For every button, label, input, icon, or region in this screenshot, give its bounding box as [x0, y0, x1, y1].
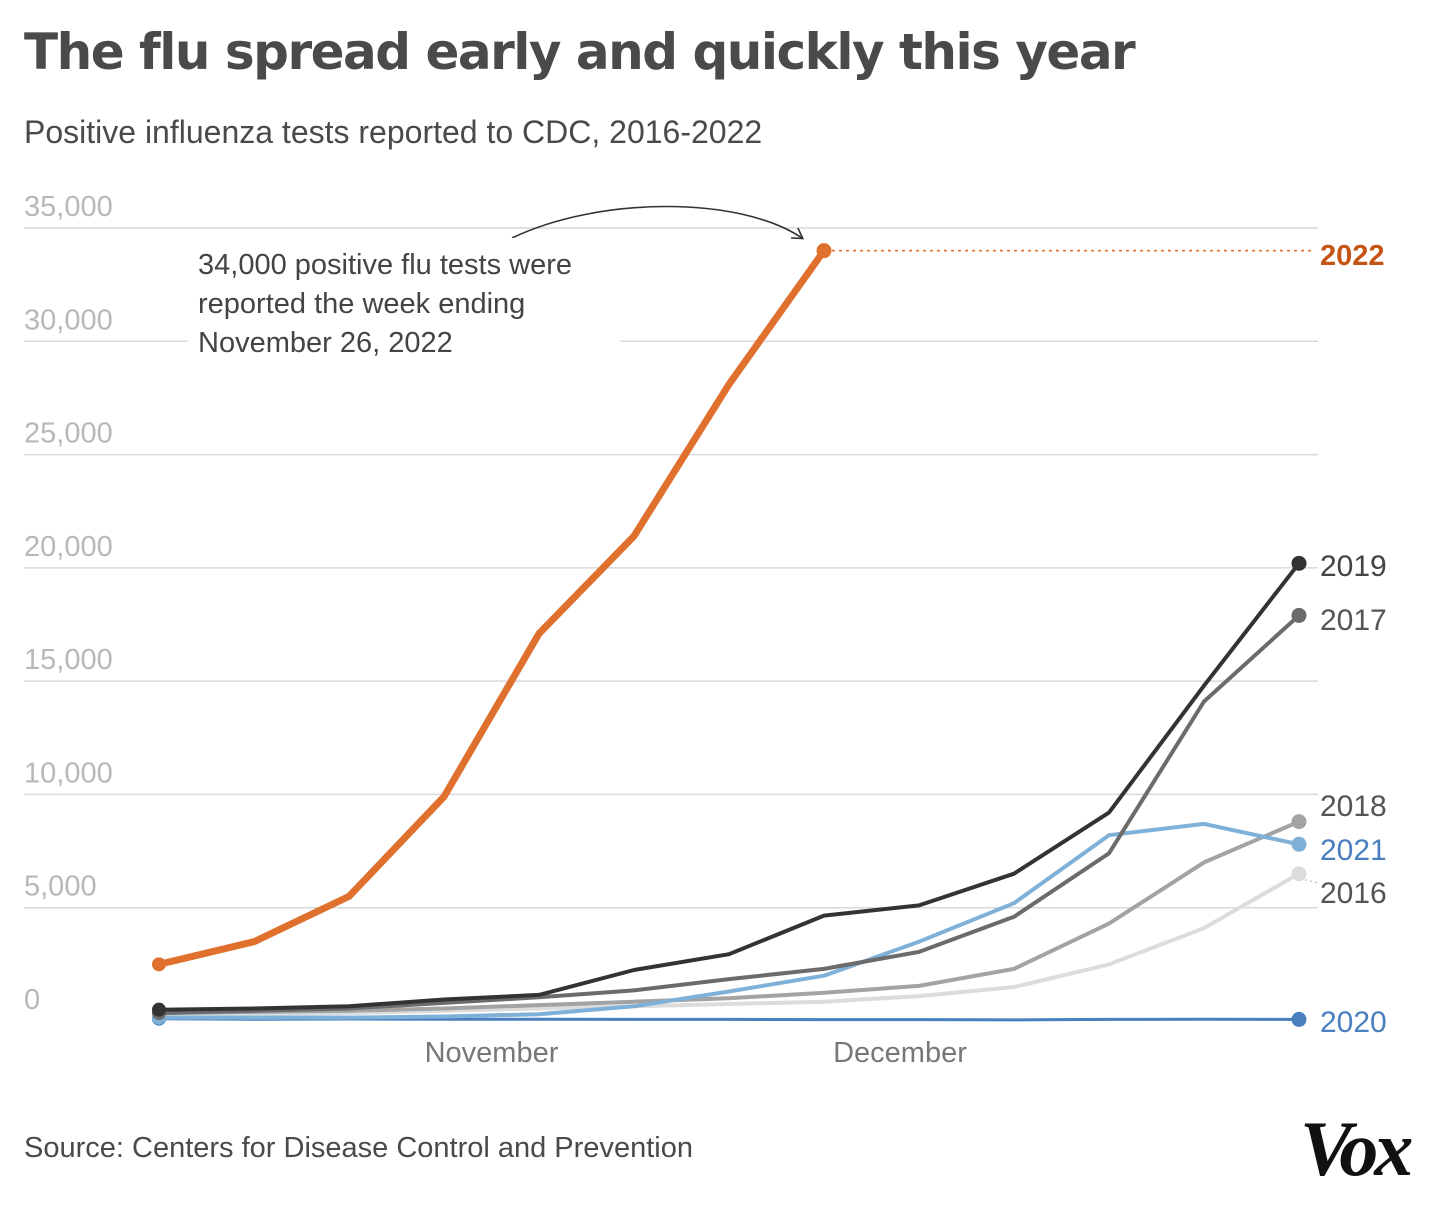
- x-tick-label-november: November: [425, 1037, 559, 1069]
- annotation-line-2: reported the week ending: [198, 288, 525, 320]
- chart-subtitle: Positive influenza tests reported to CDC…: [24, 114, 763, 150]
- series-lines: [152, 243, 1319, 1027]
- series-label-2018: 2018: [1320, 790, 1387, 823]
- series-2019: [152, 555, 1307, 1017]
- series-label-2020: 2020: [1320, 1006, 1387, 1039]
- annotation-text-background: [188, 238, 620, 366]
- series-line-2021: [157, 821, 1301, 1020]
- annotation-text: 34,000 positive flu tests were reported …: [198, 249, 580, 359]
- series-start-point-2019: [152, 1002, 166, 1017]
- y-tick-label-35000: 35,000: [24, 191, 113, 223]
- vox-logo: Vox: [1300, 1105, 1413, 1192]
- series-line-2016: [157, 871, 1301, 1018]
- y-tick-label-5000: 5,000: [24, 871, 97, 903]
- series-line-2019: [157, 561, 1301, 1012]
- series-line-2017: [157, 613, 1301, 1016]
- y-tick-label-15000: 15,000: [24, 644, 113, 676]
- series-end-point-2018: [1291, 814, 1307, 830]
- y-tick-label-30000: 30,000: [24, 304, 113, 336]
- series-end-point-2017: [1291, 607, 1307, 623]
- series-start-point-2022: [152, 957, 166, 972]
- series-label-2022: 2022: [1320, 240, 1385, 272]
- series-end-point-2022: [816, 243, 832, 259]
- series-end-point-2019: [1291, 555, 1307, 571]
- y-tick-label-0: 0: [24, 984, 40, 1016]
- series-2021: [152, 821, 1307, 1025]
- series-2022: [152, 243, 1312, 972]
- series-2017: [152, 607, 1307, 1021]
- series-end-point-2021: [1291, 836, 1307, 852]
- y-axis-tick-labels: 0 5,000 10,000 15,000 20,000 25,000 30,000 35,0…: [24, 191, 113, 1016]
- series-labels: 2020 2016 2018 2021 2017 2019 2022: [1320, 240, 1387, 1039]
- series-line-2022: [155, 247, 828, 968]
- series-end-point-2016: [1291, 866, 1307, 882]
- series-2018: [152, 814, 1307, 1021]
- y-tick-label-20000: 20,000: [24, 531, 113, 563]
- y-tick-label-25000: 25,000: [24, 418, 113, 450]
- series-label-2017: 2017: [1320, 604, 1387, 637]
- annotation-arrow: [511, 205, 805, 240]
- chart-title: The flu spread early and quickly this ye…: [24, 23, 1136, 81]
- annotation: 34,000 positive flu tests were reported …: [188, 205, 805, 366]
- x-axis-tick-labels: November December: [425, 1037, 968, 1069]
- series-label-2021: 2021: [1320, 834, 1387, 867]
- series-label-2016: 2016: [1320, 877, 1387, 910]
- annotation-line-3: November 26, 2022: [198, 327, 453, 359]
- y-tick-label-10000: 10,000: [24, 757, 113, 789]
- series-end-point-2020: [1291, 1011, 1307, 1027]
- series-leader-2016: [1304, 879, 1319, 884]
- series-line-2018: [157, 819, 1301, 1016]
- series-label-2019: 2019: [1320, 550, 1387, 583]
- annotation-line-1: 34,000 positive flu tests were: [198, 249, 572, 281]
- source-note: Source: Centers for Disease Control and …: [24, 1132, 693, 1164]
- x-tick-label-december: December: [833, 1037, 967, 1069]
